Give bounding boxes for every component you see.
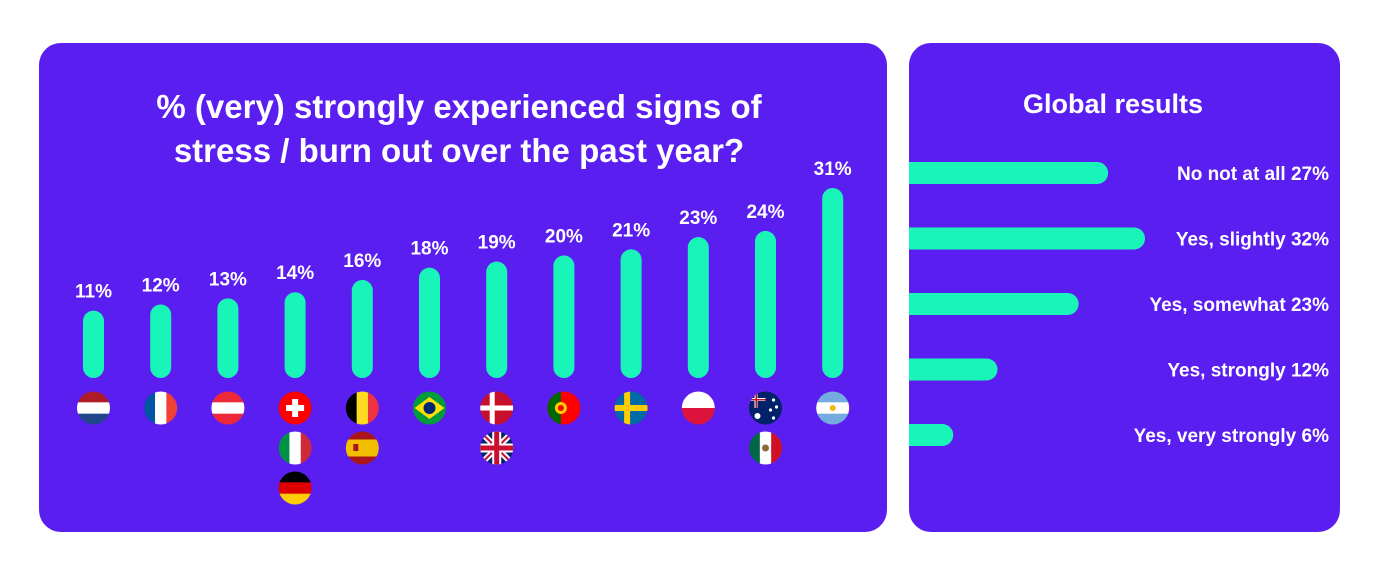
sweden-flag-icon: [614, 391, 648, 425]
denmark-flag-icon: [480, 391, 514, 425]
uk-flag-icon: [480, 431, 514, 465]
country-bar: [822, 188, 844, 378]
global-bar-label: No not at all 27%: [1177, 164, 1329, 185]
country-bar: [486, 261, 508, 378]
australia-flag-icon: [749, 391, 782, 425]
country-value-label: 21%: [612, 220, 650, 241]
netherlands-flag-icon: [77, 391, 110, 425]
global-bar-label: Yes, slightly 32%: [1176, 230, 1329, 251]
country-chart-title-line: % (very) strongly experienced signs of: [156, 88, 762, 125]
country-bar: [284, 292, 306, 378]
italy-flag-icon: [278, 431, 312, 465]
global-results-card: Global results No not at all 27% Yes, sli…: [909, 43, 1340, 532]
global-bar: [909, 293, 1079, 315]
country-value-label: 11%: [75, 282, 112, 303]
country-bar: [687, 237, 709, 378]
country-bar-chart: 11% 12% 13% 14% 16% 18% 19% 20% 21% 23% 24% 31%: [75, 159, 852, 505]
country-bar: [419, 267, 440, 378]
country-value-label: 31%: [814, 159, 852, 180]
country-bar: [83, 310, 104, 378]
global-bar-label: Yes, somewhat 23%: [1149, 295, 1329, 316]
global-bar-label: Yes, strongly 12%: [1167, 361, 1329, 382]
country-bar: [351, 279, 373, 378]
poland-flag-icon: [681, 391, 715, 425]
argentina-flag-icon: [816, 391, 850, 425]
country-value-label: 20%: [545, 226, 583, 247]
germany-flag-icon: [278, 471, 312, 505]
country-value-label: 23%: [679, 208, 717, 229]
global-bar-label: Yes, very strongly 6%: [1134, 426, 1329, 447]
switzerland-flag-icon: [278, 391, 312, 425]
country-value-label: 19%: [478, 233, 516, 254]
mexico-flag-icon: [749, 431, 782, 465]
global-bar: [909, 227, 1145, 250]
country-bar: [217, 298, 239, 378]
global-bar: [909, 424, 954, 446]
country-bar: [620, 249, 642, 378]
country-value-label: 12%: [142, 275, 180, 296]
country-bar: [150, 304, 172, 378]
country-bar: [553, 255, 575, 378]
brazil-flag-icon: [413, 391, 446, 425]
portugal-flag-icon: [547, 391, 581, 425]
global-bar-chart: No not at all 27% Yes, slightly 32% Yes, s…: [909, 162, 1329, 447]
country-value-label: 13%: [209, 269, 247, 290]
belgium-flag-icon: [345, 391, 379, 425]
global-bar: [909, 358, 998, 381]
global-bar: [909, 162, 1109, 184]
country-bar: [755, 230, 776, 378]
country-chart-card: % (very) strongly experienced signs of s…: [39, 43, 887, 532]
global-results-title: Global results: [1022, 89, 1204, 119]
spain-flag-icon: [345, 431, 379, 465]
austria-flag-icon: [211, 391, 245, 425]
country-chart-title: % (very) strongly experienced signs of s…: [79, 85, 839, 173]
country-value-label: 16%: [343, 251, 381, 272]
country-value-label: 24%: [746, 202, 784, 223]
france-flag-icon: [144, 391, 178, 425]
country-value-label: 14%: [276, 263, 314, 284]
country-chart-title-line: stress / burn out over the past year?: [173, 132, 745, 169]
country-value-label: 18%: [410, 239, 448, 260]
